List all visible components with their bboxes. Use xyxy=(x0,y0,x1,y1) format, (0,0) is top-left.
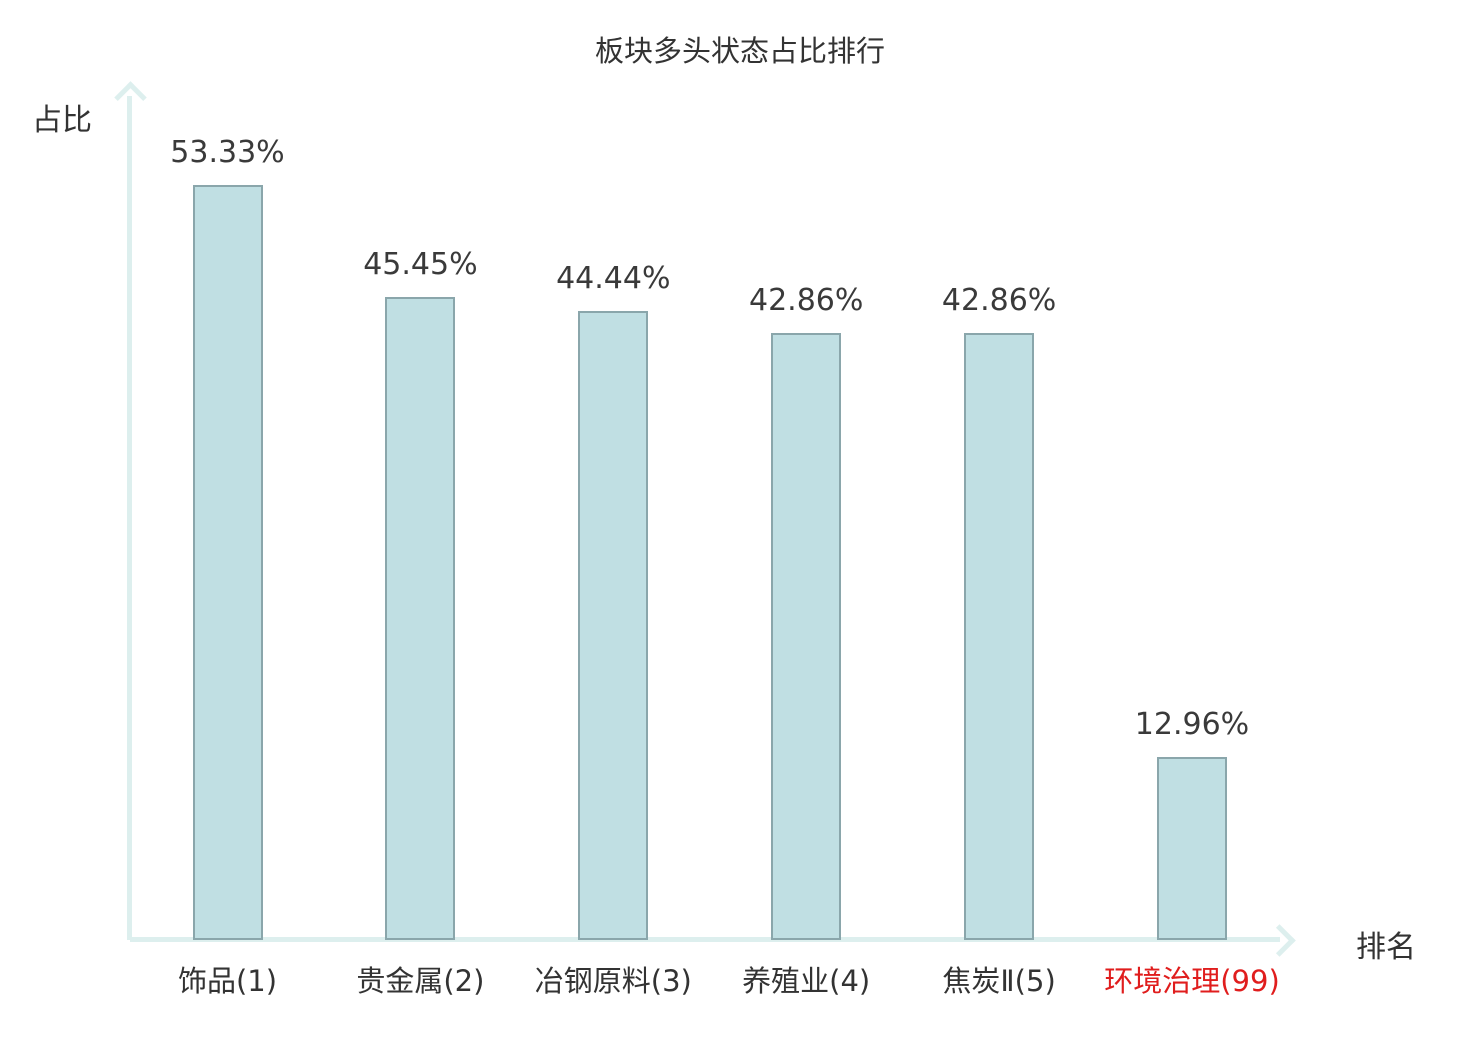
category-label: 贵金属(2) xyxy=(356,964,485,998)
bar-value-label: 42.86% xyxy=(941,283,1057,318)
bar-value-label: 12.96% xyxy=(1134,707,1250,742)
y-axis-arrow-icon xyxy=(114,81,147,114)
bar-value-label: 45.45% xyxy=(363,247,478,282)
category-label: 养殖业(4) xyxy=(742,964,871,998)
bar xyxy=(964,333,1035,940)
bar xyxy=(1157,757,1227,940)
chart-title: 板块多头状态占比排行 xyxy=(594,34,885,68)
category-label: 饰品(1) xyxy=(177,964,278,998)
x-axis-label: 排名 xyxy=(1356,930,1416,965)
y-axis-line xyxy=(127,96,132,940)
category-label: 冶钢原料(3) xyxy=(534,964,692,998)
bar xyxy=(192,185,263,940)
bar xyxy=(771,333,842,940)
bar xyxy=(385,297,456,940)
bar xyxy=(578,311,649,940)
y-axis-label: 占比 xyxy=(32,103,92,138)
x-axis-arrow-icon xyxy=(1263,924,1296,957)
category-label: 焦炭Ⅱ(5) xyxy=(942,964,1056,998)
category-label: 环境治理(99) xyxy=(1104,964,1280,998)
bar-value-label: 42.86% xyxy=(748,283,864,318)
bar-value-label: 44.44% xyxy=(556,261,671,296)
x-axis-line xyxy=(130,937,1280,942)
bar-value-label: 53.33% xyxy=(170,135,285,170)
